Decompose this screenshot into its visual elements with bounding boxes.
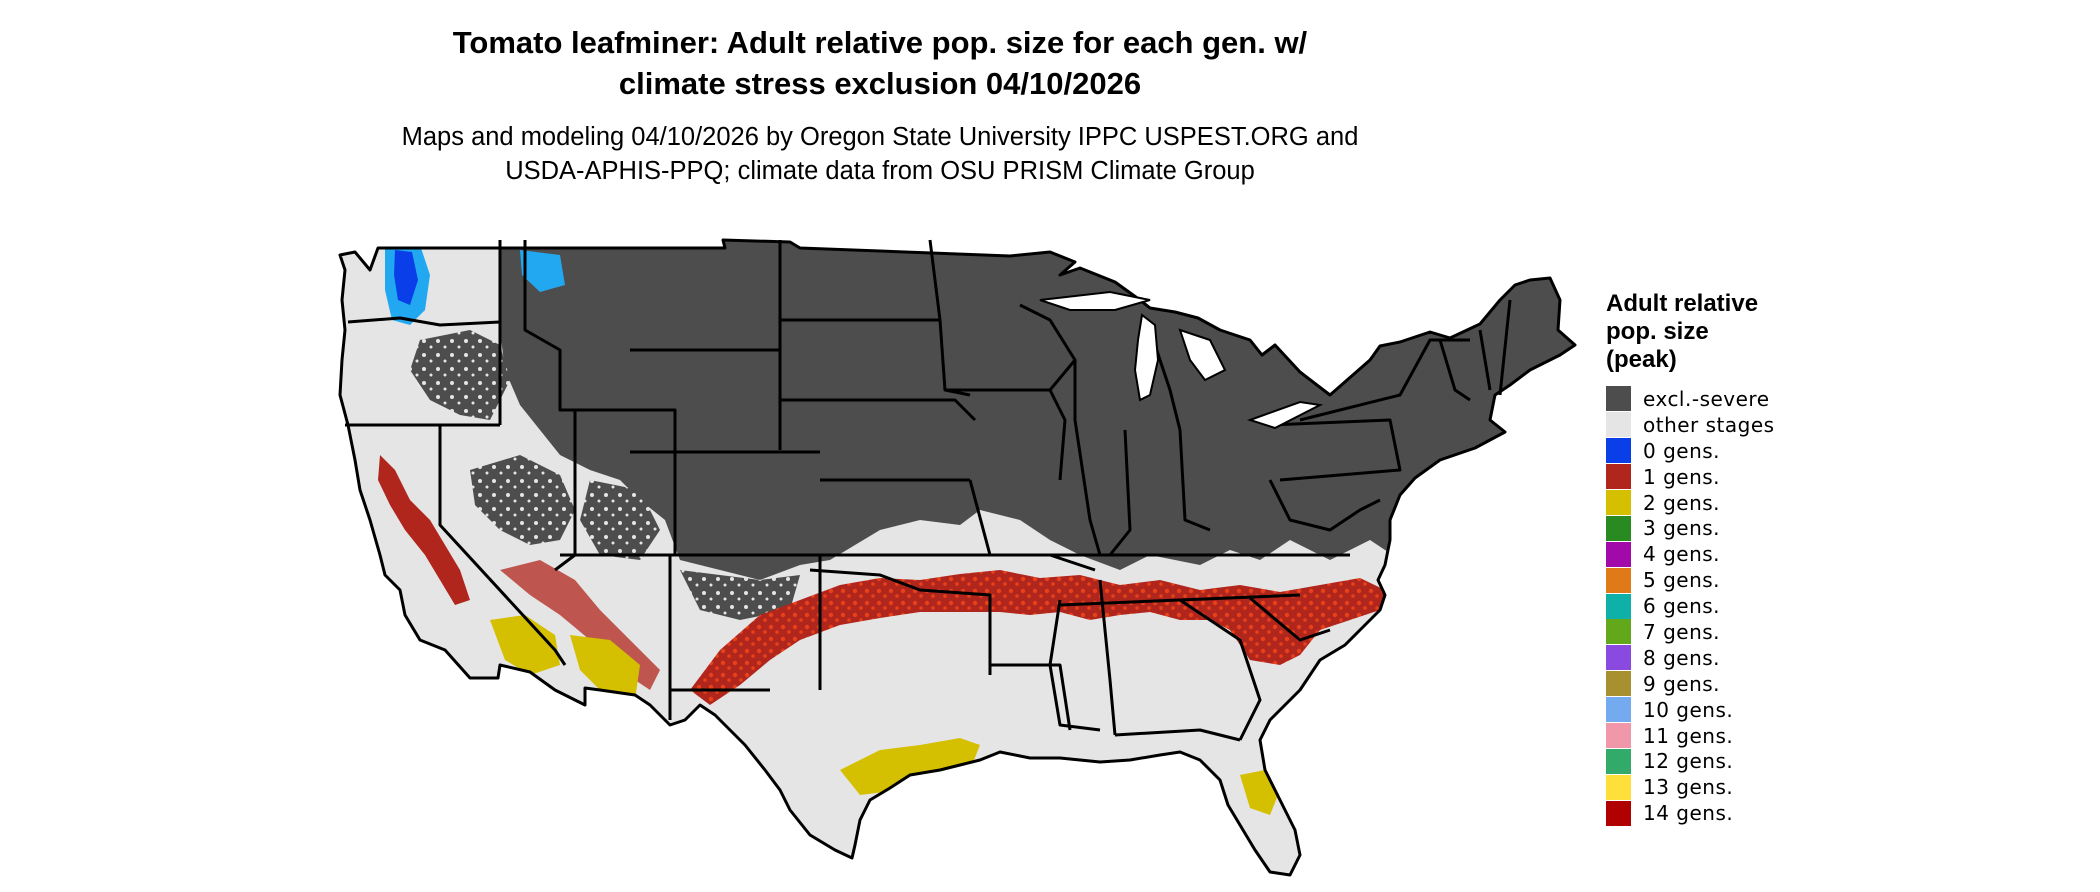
region-gen0-northern-rockies bbox=[520, 250, 565, 292]
legend-label: 3 gens. bbox=[1643, 516, 1721, 541]
border-al-ga bbox=[1098, 579, 1117, 736]
legend-label: 0 gens. bbox=[1643, 438, 1721, 463]
legend-swatch bbox=[1606, 697, 1631, 723]
legend-swatch bbox=[1606, 593, 1631, 619]
border-nc-sc bbox=[1249, 596, 1331, 642]
legend-label: 1 gens. bbox=[1643, 464, 1721, 489]
legend-item: 12 gens. bbox=[1606, 748, 1866, 774]
border-wa-or bbox=[347, 316, 501, 327]
border-ny bbox=[1299, 338, 1470, 422]
us-map bbox=[338, 238, 1577, 877]
border-ga-sc bbox=[1179, 598, 1262, 741]
region-gen1-southern-band bbox=[690, 570, 1385, 705]
legend-swatch bbox=[1606, 723, 1631, 749]
border-mo-ks bbox=[968, 479, 1096, 572]
legend-swatch bbox=[1606, 671, 1631, 697]
legend-label: 14 gens. bbox=[1643, 801, 1734, 826]
border-nv-ca bbox=[438, 425, 567, 666]
lake-erie bbox=[1246, 400, 1324, 430]
legend-item: 11 gens. bbox=[1606, 723, 1866, 749]
legend-item: excl.-severe bbox=[1606, 386, 1866, 412]
legend-item: 2 gens. bbox=[1606, 490, 1866, 516]
legend-item: 13 gens. bbox=[1606, 774, 1866, 800]
region-gen2-southern-california bbox=[490, 615, 560, 675]
legend-label: 13 gens. bbox=[1643, 775, 1734, 800]
border-il bbox=[1048, 358, 1102, 556]
legend-label: 4 gens. bbox=[1643, 542, 1721, 567]
border-ga-fl bbox=[1114, 728, 1241, 742]
border-new-england bbox=[1438, 299, 1512, 402]
legend-label: 10 gens. bbox=[1643, 697, 1734, 722]
lake-michigan bbox=[1133, 313, 1160, 402]
border-in bbox=[1108, 429, 1132, 556]
legend-label: 8 gens. bbox=[1643, 645, 1721, 670]
legend-label: 7 gens. bbox=[1643, 619, 1721, 644]
lake-superior bbox=[1039, 290, 1151, 311]
legend-label: 6 gens. bbox=[1643, 594, 1721, 619]
region-gen2-arizona bbox=[570, 635, 640, 700]
region-excluded-rockies bbox=[580, 480, 660, 560]
legend-item: other stages bbox=[1606, 412, 1866, 438]
legend-label: 9 gens. bbox=[1643, 671, 1721, 696]
border-wi-mi bbox=[1019, 303, 1077, 361]
legend-item: 14 gens. bbox=[1606, 800, 1866, 826]
legend-item: 6 gens. bbox=[1606, 593, 1866, 619]
legend-swatch bbox=[1606, 567, 1631, 593]
region-excluded-great-basin bbox=[470, 455, 575, 545]
legend-label: excl.-severe bbox=[1643, 386, 1770, 411]
map-legend: Adult relative pop. size (peak) excl.-se… bbox=[1606, 290, 1866, 826]
legend-list: excl.-severe other stages 0 gens. 1 gens. 2 … bbox=[1606, 386, 1866, 826]
border-ia-mo bbox=[945, 388, 1067, 481]
legend-swatch bbox=[1606, 748, 1631, 774]
legend-label: 12 gens. bbox=[1643, 749, 1734, 774]
region-excluded-northwest bbox=[410, 330, 510, 420]
lake-huron bbox=[1178, 328, 1227, 382]
legend-label: 5 gens. bbox=[1643, 568, 1721, 593]
legend-item: 7 gens. bbox=[1606, 619, 1866, 645]
legend-swatch bbox=[1606, 412, 1631, 438]
legend-label: 2 gens. bbox=[1643, 490, 1721, 515]
legend-item: 9 gens. bbox=[1606, 671, 1866, 697]
border-pa bbox=[1269, 418, 1402, 482]
region-excluded-new-mexico bbox=[680, 570, 800, 620]
chart-title: Tomato leafminer: Adult relative pop. si… bbox=[452, 25, 1308, 101]
legend-item: 3 gens. bbox=[1606, 515, 1866, 541]
region-gen1-central-valley bbox=[378, 455, 470, 605]
chart-subtitle: Maps and modeling 04/10/2026 by Oregon S… bbox=[401, 123, 1359, 185]
legend-swatch bbox=[1606, 619, 1631, 645]
legend-swatch bbox=[1606, 645, 1631, 671]
region-gen2-texas-gulf bbox=[840, 738, 980, 795]
legend-item: 10 gens. bbox=[1606, 697, 1866, 723]
legend-swatch bbox=[1606, 438, 1631, 464]
legend-title: Adult relative pop. size (peak) bbox=[1606, 290, 1759, 373]
legend-label: 11 gens. bbox=[1643, 723, 1734, 748]
state-borders bbox=[338, 238, 1577, 877]
border-ut-co bbox=[630, 408, 677, 555]
legend-swatch bbox=[1606, 464, 1631, 490]
border-ms-al bbox=[1048, 599, 1101, 732]
legend-item: 4 gens. bbox=[1606, 541, 1866, 567]
legend-item: 8 gens. bbox=[1606, 645, 1866, 671]
border-wv-va bbox=[1268, 479, 1381, 532]
legend-swatch bbox=[1606, 774, 1631, 800]
region-gen0-cascades-core bbox=[394, 250, 418, 305]
legend-swatch bbox=[1606, 800, 1631, 826]
border-ar-la bbox=[988, 595, 1072, 731]
border-sd-ne bbox=[780, 398, 977, 422]
border-mt-west bbox=[523, 240, 630, 412]
legend-swatch bbox=[1606, 515, 1631, 541]
border-nd-mn bbox=[928, 239, 971, 397]
legend-item: 5 gens. bbox=[1606, 567, 1866, 593]
border-oh bbox=[1178, 429, 1211, 532]
legend-item: 1 gens. bbox=[1606, 464, 1866, 490]
great-lakes bbox=[1039, 290, 1324, 430]
legend-swatch bbox=[1606, 386, 1631, 412]
legend-swatch bbox=[1606, 490, 1631, 515]
legend-label: other stages bbox=[1643, 412, 1775, 437]
legend-item: 0 gens. bbox=[1606, 438, 1866, 464]
legend-swatch bbox=[1606, 541, 1631, 567]
